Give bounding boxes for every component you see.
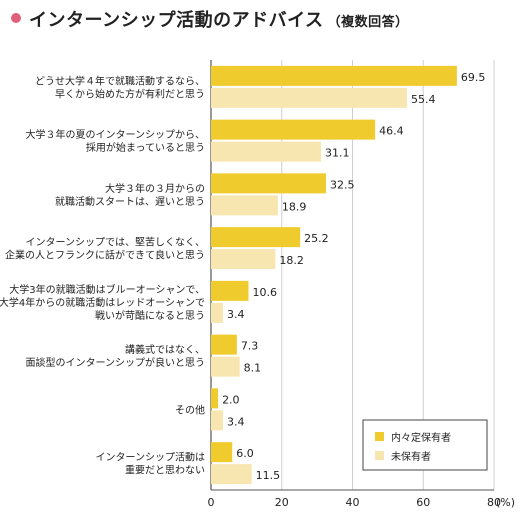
bullet-dot-icon (11, 13, 21, 23)
legend-box (362, 419, 488, 471)
category-label: 早くから始めた方が有利だと思う (55, 87, 205, 100)
bar (211, 65, 457, 86)
data-label: 55.4 (411, 93, 436, 106)
category-label: 戦いが苛酷になると思う (95, 309, 205, 322)
category-label: 重要だと思わない (125, 464, 205, 477)
category-label: 大学3年の就職活動はブルーオーシャンで、 (9, 283, 205, 296)
bar (211, 356, 240, 377)
data-label: 8.1 (244, 362, 262, 375)
data-label: 11.5 (256, 469, 281, 482)
x-tick-label: 20 (275, 496, 289, 509)
chart-title-main: インターンシップ活動のアドバイス (29, 10, 324, 31)
bar (211, 388, 219, 409)
category-label: 大学３年の夏のインターンシップから、 (26, 128, 206, 141)
data-label: 32.5 (330, 178, 355, 191)
legend-label: 未保有者 (391, 450, 431, 463)
bar (211, 442, 233, 463)
data-label: 25.2 (304, 232, 329, 245)
chart-title-row: インターンシップ活動のアドバイス （複数回答） (0, 0, 522, 40)
category-label: 採用が始まっていると思う (86, 141, 205, 154)
x-axis-unit-label: (%) (496, 496, 515, 509)
data-label: 3.4 (227, 308, 245, 321)
bar (211, 280, 249, 301)
data-label: 6.0 (236, 447, 254, 460)
data-label: 69.5 (461, 71, 486, 84)
bar (211, 141, 322, 162)
category-label: 就職活動スタートは、遅いと思う (55, 195, 205, 208)
chart-title: インターンシップ活動のアドバイス （複数回答） (29, 6, 409, 32)
category-label: 大学4年からの就職活動はレッドオーシャンで (0, 296, 205, 309)
legend-swatch (375, 432, 384, 441)
bar (211, 173, 326, 194)
bar (211, 87, 407, 108)
chart-subtitle: （複数回答） (327, 15, 409, 30)
x-tick-label: 0 (208, 496, 215, 509)
category-label: 講義式ではなく、 (125, 343, 205, 356)
data-label: 46.4 (379, 125, 404, 138)
data-label: 18.9 (282, 200, 307, 213)
x-tick-label: 60 (416, 496, 430, 509)
bar (211, 334, 237, 355)
category-label: 大学３年の３月からの (105, 182, 205, 195)
category-label: インターンシップ活動は (96, 451, 206, 464)
category-label: 面談型のインターンシップが良いと思う (26, 356, 206, 369)
x-tick-label: 40 (346, 496, 360, 509)
bar (211, 119, 376, 140)
bar (211, 249, 276, 270)
category-label: 企業の人とフランクに話ができて良いと思う (5, 249, 205, 262)
data-label: 31.1 (325, 147, 350, 160)
bar (211, 464, 252, 485)
data-label: 10.6 (252, 286, 277, 299)
x-tick-label: 80 (487, 496, 501, 509)
bar (211, 195, 278, 216)
category-label: どうせ大学４年で就職活動するなら、 (35, 74, 205, 87)
category-label: その他 (175, 403, 205, 416)
category-label: インターンシップでは、堅苦しくなく、 (26, 236, 206, 249)
legend-swatch (375, 451, 384, 460)
data-label: 3.4 (227, 415, 245, 428)
bar (211, 410, 224, 431)
data-label: 7.3 (241, 340, 258, 353)
data-label: 18.2 (279, 254, 304, 267)
legend-label: 内々定保有者 (391, 431, 451, 444)
bar (211, 227, 301, 248)
data-label: 2.0 (222, 393, 240, 406)
bar (211, 302, 224, 323)
